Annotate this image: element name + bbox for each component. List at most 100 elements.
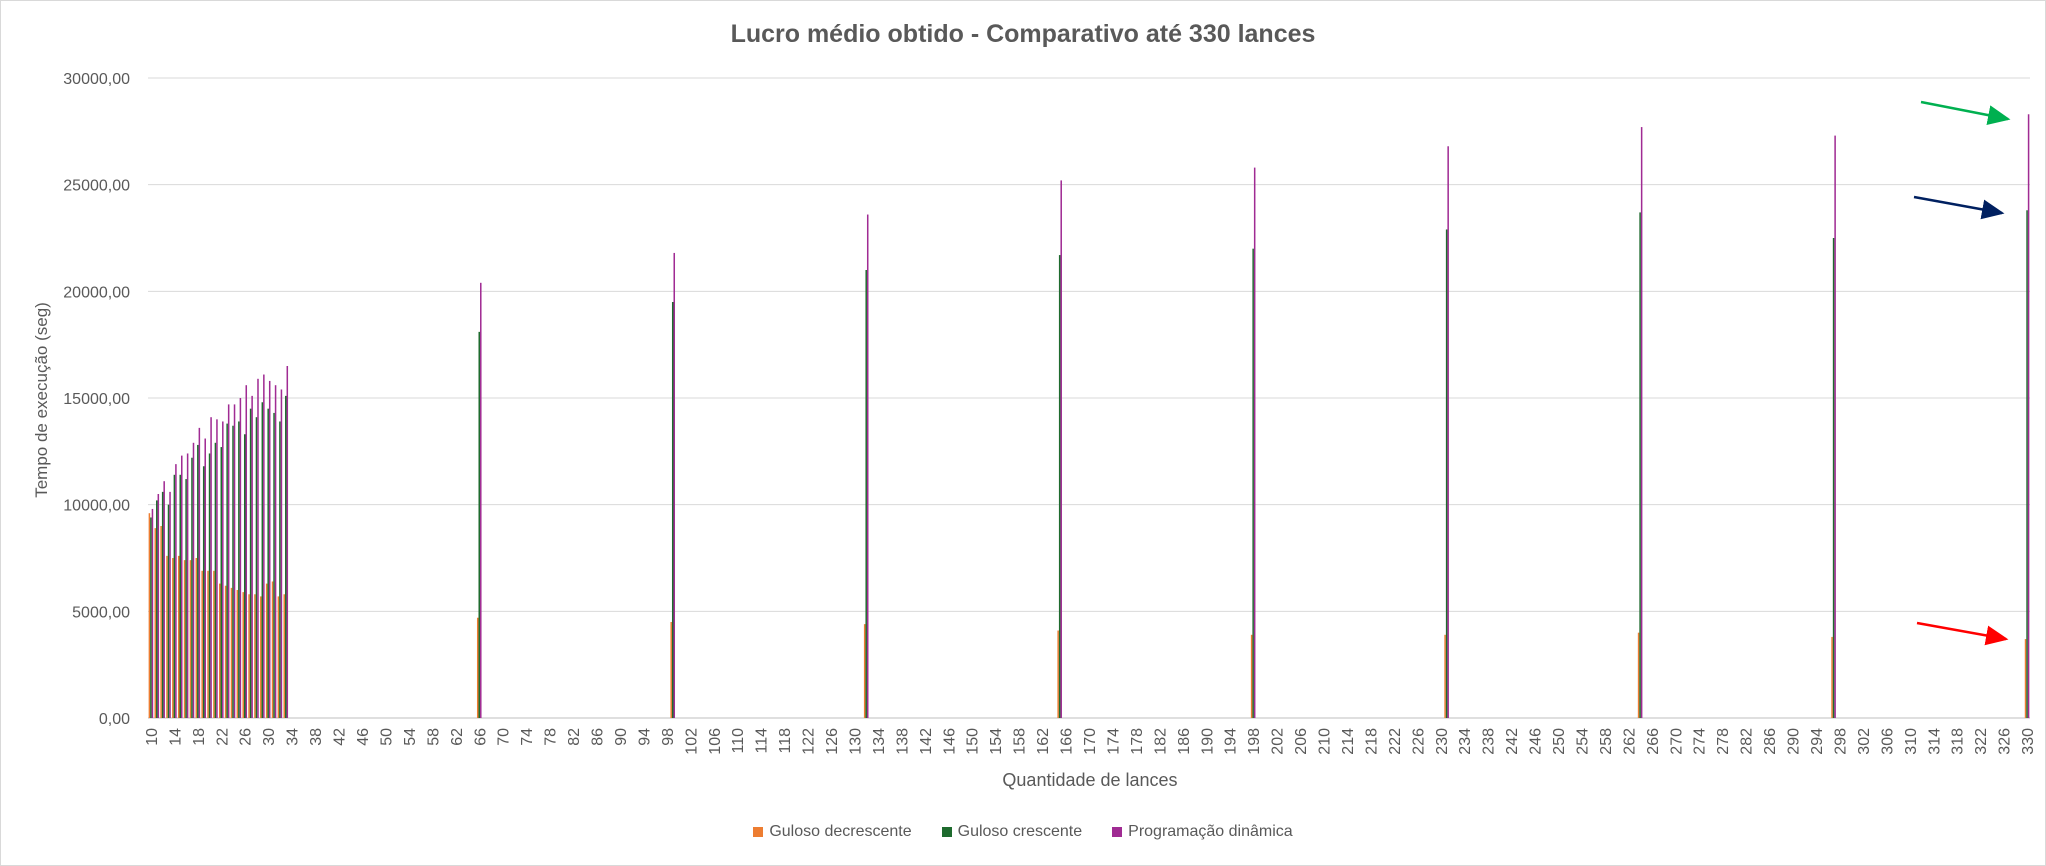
x-tick-label: 314 [1926, 728, 1943, 755]
bar [273, 412, 275, 718]
bar [150, 517, 152, 718]
bar [2027, 114, 2030, 718]
x-tick-label: 174 [1105, 728, 1122, 755]
bar [866, 214, 869, 718]
bar [216, 419, 218, 718]
x-tick-label: 210 [1317, 728, 1334, 755]
legend-item-guloso-decrescente: Guloso decrescente [753, 823, 912, 841]
bar [1250, 634, 1253, 718]
bar [1444, 634, 1446, 718]
bar [274, 385, 277, 718]
bar [480, 282, 482, 718]
x-tick-label: 290 [1786, 728, 1803, 755]
x-tick-label: 194 [1223, 728, 1240, 755]
x-tick-label: 226 [1410, 728, 1427, 755]
bar [286, 366, 289, 718]
bar [863, 624, 866, 718]
x-tick-label: 274 [1692, 728, 1709, 755]
bar [148, 513, 151, 718]
bar [233, 404, 236, 718]
x-tick-label: 306 [1879, 728, 1896, 755]
x-tick-label: 322 [1973, 728, 1990, 755]
x-tick-label: 22 [214, 728, 231, 746]
bar [280, 389, 283, 718]
x-tick-label: 82 [566, 728, 583, 746]
x-tick-label: 250 [1551, 728, 1568, 755]
x-tick-label: 122 [801, 728, 818, 755]
x-tick-label: 270 [1668, 728, 1685, 755]
bar [222, 421, 224, 718]
bar [157, 494, 160, 718]
x-tick-label: 246 [1528, 728, 1545, 755]
x-tick-label: 46 [355, 728, 372, 746]
x-tick-label: 162 [1035, 728, 1052, 755]
y-axis-label: Tempo de execução (seg) [32, 302, 51, 498]
x-tick-label: 182 [1152, 728, 1169, 755]
x-tick-label: 90 [613, 728, 630, 746]
bar [204, 438, 206, 718]
bar [177, 555, 180, 718]
bar [197, 444, 199, 718]
x-tick-label: 214 [1340, 728, 1357, 755]
x-tick-label: 26 [238, 728, 255, 746]
bar [1637, 632, 1640, 718]
bar [1252, 248, 1254, 719]
y-tick-label: 0,00 [99, 711, 130, 728]
x-tick-label: 242 [1504, 728, 1521, 755]
bar [673, 252, 676, 718]
x-tick-label: 286 [1762, 728, 1779, 755]
x-tick-label: 238 [1481, 728, 1498, 755]
bar [1640, 127, 1643, 718]
bar [219, 583, 221, 718]
x-tick-label: 74 [519, 728, 536, 746]
bar [265, 583, 268, 718]
x-tick-label: 134 [871, 728, 888, 755]
x-tick-label: 98 [660, 728, 677, 746]
x-tick-label: 150 [965, 728, 982, 755]
legend-swatch [753, 827, 764, 837]
legend: Guloso decrescente Guloso crescente Prog… [0, 823, 2046, 841]
bar [175, 464, 177, 718]
x-tick-label: 294 [1809, 728, 1826, 755]
bar [261, 402, 264, 718]
x-tick-label: 42 [332, 728, 349, 746]
bar [243, 434, 246, 718]
x-tick-label: 222 [1387, 728, 1404, 755]
bar [1253, 167, 1256, 719]
x-tick-label: 38 [308, 728, 325, 746]
bar [263, 374, 265, 718]
x-axis-label: Quantidade de lances [1002, 770, 1177, 790]
bar [255, 417, 258, 718]
annotation-arrow-navy [1913, 195, 2005, 220]
bar [865, 270, 867, 718]
x-tick-label: 106 [707, 728, 724, 755]
bar [151, 508, 154, 718]
x-tick-label: 154 [988, 728, 1005, 755]
x-tick-label: 86 [590, 728, 607, 746]
x-tick-label: 50 [378, 728, 395, 746]
bar [267, 408, 269, 718]
bar [207, 570, 209, 718]
bar [169, 491, 171, 718]
bar [232, 425, 234, 718]
x-tick-label: 78 [543, 728, 560, 746]
x-tick-label: 234 [1457, 728, 1474, 755]
bar [226, 423, 228, 718]
bar [239, 398, 242, 718]
bar [1639, 212, 1641, 718]
x-tick-label: 114 [754, 728, 771, 754]
bar [236, 590, 239, 718]
x-tick-label: 102 [683, 728, 700, 755]
x-tick-label: 158 [1012, 728, 1029, 755]
bar [2024, 639, 2027, 718]
legend-label: Programação dinâmica [1128, 823, 1293, 840]
x-tick-label: 18 [191, 728, 208, 746]
x-tick-label: 94 [636, 728, 653, 746]
x-tick-label: 278 [1715, 728, 1732, 755]
bar [181, 455, 183, 718]
bar [268, 380, 271, 718]
y-tick-label: 20000,00 [63, 284, 130, 301]
x-tick-label: 14 [167, 728, 184, 746]
bar [161, 491, 164, 718]
x-tick-label: 66 [472, 728, 489, 746]
